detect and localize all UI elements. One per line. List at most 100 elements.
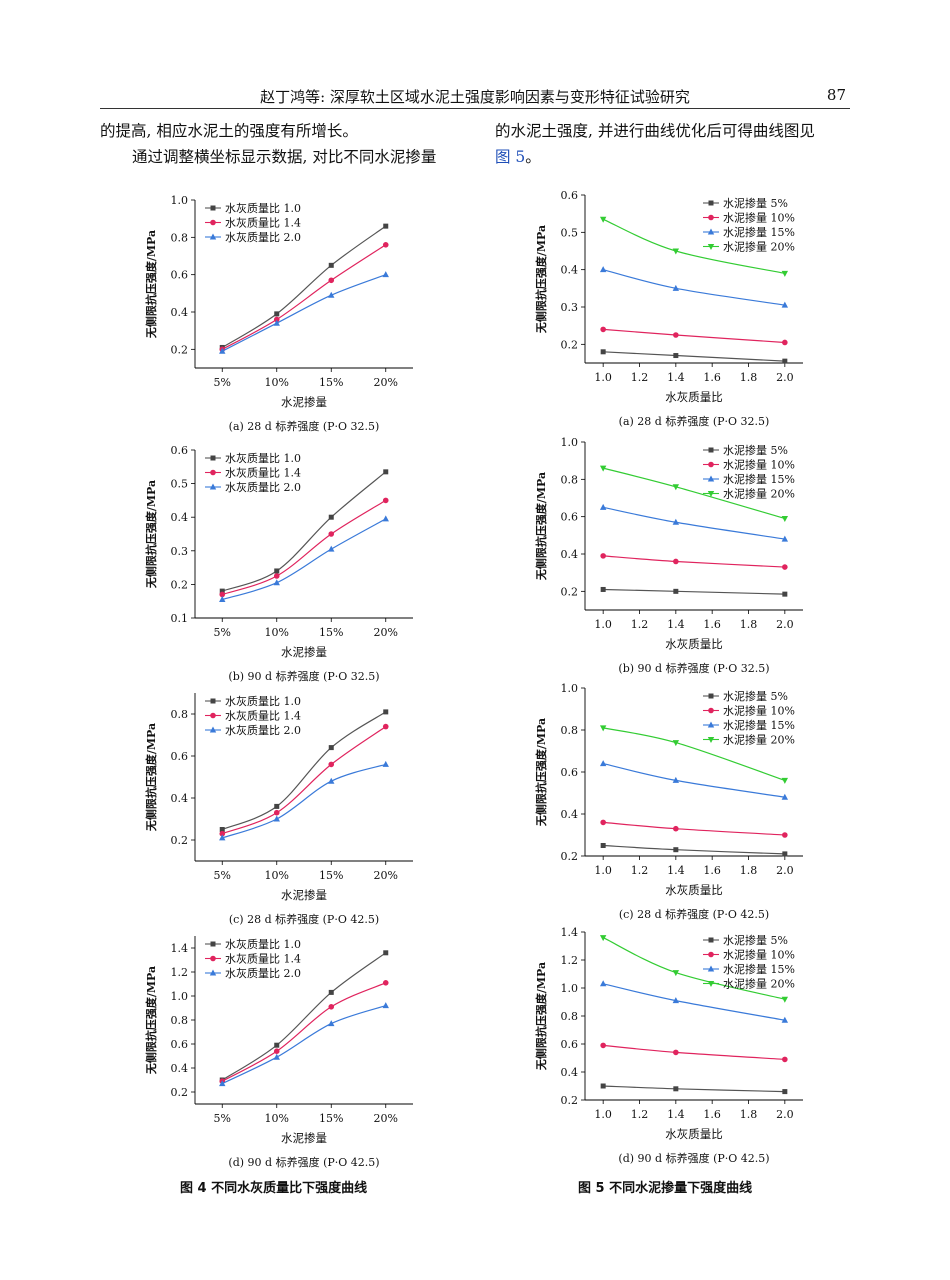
series-line (221, 982, 386, 1082)
x-tick-label: 1.8 (740, 864, 758, 877)
x-tick-label: 5% (214, 376, 231, 389)
x-tick-label: 1.0 (594, 618, 612, 631)
data-point (673, 353, 679, 359)
data-point (781, 777, 789, 784)
series-1 (600, 349, 788, 364)
chart-5d: 0.2 0.4 0.6 0.8 1.0 1.2 1.4 1.0 1.2 1.4 1.6 1.8 2.0 水… (534, 926, 803, 1165)
data-point (781, 1016, 789, 1023)
series-2 (600, 1042, 788, 1063)
y-tick-label: 0.6 (171, 750, 189, 763)
header-title: 赵丁鸿等: 深厚软土区域水泥土强度影响因素与变形特征试验研究 (260, 88, 690, 106)
legend-label: 水泥掺量 10% (723, 704, 795, 718)
data-point (600, 819, 606, 826)
chart-4d: 0.2 0.4 0.6 0.8 1.0 1.2 1.4 5% 10% 15% 20% 水泥掺量 无侧限抗… (144, 936, 413, 1169)
y-axis-label: 无侧限抗压强度/MPa (534, 962, 548, 1071)
legend-marker (209, 483, 217, 490)
y-tick-label: 1.4 (561, 926, 579, 939)
data-point (274, 568, 280, 574)
legend-label: 水灰质量比 2.0 (225, 480, 301, 494)
series-line (603, 269, 785, 306)
data-point (219, 347, 226, 354)
data-point (273, 573, 280, 579)
x-tick-label: 1.8 (740, 1108, 758, 1121)
data-point (382, 980, 389, 986)
legend-label: 水灰质量比 1.4 (225, 709, 301, 723)
data-point (672, 970, 680, 977)
subfigure-title: (c) 28 d 标养强度 (P·O 42.5) (619, 907, 769, 921)
chart-5b: 0.2 0.4 0.6 0.8 1.0 1.0 1.2 1.4 1.6 1.8 2.0 水灰质量比 无侧… (534, 436, 803, 675)
series-line (222, 499, 387, 596)
legend-marker (708, 200, 714, 206)
subfigure-title: (a) 28 d 标养强度 (P·O 32.5) (619, 414, 770, 428)
running-header: 赵丁鸿等: 深厚软土区域水泥土强度影响因素与变形特征试验研究 87 (100, 86, 850, 109)
chart-4c: 0.2 0.4 0.6 0.8 5% 10% 15% 20% 水泥掺量 无侧限抗压强度/MPa (c… (144, 693, 413, 926)
data-point (782, 832, 788, 838)
figure-reference-link[interactable]: 图 5 (495, 148, 526, 166)
data-point (782, 851, 788, 857)
y-axis-label: 无侧限抗压强度/MPa (534, 718, 548, 827)
y-tick-label: 0.4 (171, 1062, 189, 1075)
series-line (222, 711, 387, 831)
data-point (599, 465, 607, 472)
data-point (599, 935, 607, 942)
y-tick-label: 0.6 (561, 766, 579, 779)
subfigure-title: (c) 28 d 标养强度 (P·O 42.5) (229, 912, 379, 926)
legend-marker (708, 951, 714, 958)
series-3 (219, 515, 389, 603)
series-line (603, 555, 785, 568)
series-line (603, 1085, 785, 1093)
chart-4a: 0.2 0.4 0.6 0.8 1.0 5% 10% 15% 20% 水泥掺量 无侧限抗压强度/MP… (144, 194, 413, 433)
figure5-panel-d: 0.2 0.4 0.6 0.8 1.0 1.2 1.4 1.0 1.2 1.4 1.6 1.8 2.0 水… (530, 922, 830, 1172)
data-point (382, 242, 389, 248)
y-axis-label: 无侧限抗压强度/MPa (534, 472, 548, 581)
data-point (599, 980, 607, 987)
x-tick-label: 5% (214, 869, 231, 882)
legend-marker (708, 461, 714, 468)
y-tick-label: 0.4 (561, 808, 579, 821)
series-1 (219, 709, 389, 832)
x-tick-label: 1.2 (631, 371, 649, 384)
data-point (382, 1002, 389, 1009)
legend-marker (209, 726, 217, 733)
y-tick-label: 1.0 (561, 682, 579, 695)
legend-label: 水灰质量比 2.0 (225, 723, 301, 737)
data-point (328, 277, 335, 284)
y-tick-label: 0.2 (171, 578, 189, 591)
data-point (672, 997, 680, 1004)
data-point (382, 497, 389, 504)
figure5-panel-b: 0.2 0.4 0.6 0.8 1.0 1.0 1.2 1.4 1.6 1.8 2.0 水灰质量比 无侧… (530, 432, 830, 682)
data-point (673, 847, 679, 853)
data-point (782, 1056, 788, 1063)
series-line (221, 244, 387, 350)
x-tick-label: 10% (265, 376, 289, 389)
y-tick-label: 0.2 (171, 834, 189, 847)
chart-5a: 0.2 0.3 0.4 0.5 0.6 1.0 1.2 1.4 1.6 1.8 2.0 水灰质量比 无侧… (534, 189, 803, 428)
data-point (273, 815, 280, 822)
y-axis-label: 无侧限抗压强度/MPa (144, 966, 158, 1075)
data-point (273, 1048, 280, 1054)
series-4 (599, 465, 789, 523)
y-tick-label: 0.8 (561, 724, 579, 737)
y-tick-label: 0.4 (561, 264, 579, 277)
data-point (328, 531, 335, 537)
y-tick-label: 0.8 (171, 231, 189, 244)
y-tick-label: 0.5 (561, 226, 579, 239)
y-tick-label: 0.1 (171, 612, 189, 625)
legend-marker (707, 228, 715, 235)
legend-label: 水泥掺量 10% (723, 948, 795, 962)
legend-label: 水泥掺量 5% (723, 443, 788, 457)
data-point (328, 1004, 335, 1010)
y-tick-label: 0.6 (171, 444, 189, 457)
data-point (672, 248, 680, 255)
data-point (382, 515, 389, 522)
data-point (219, 827, 225, 832)
series-2 (219, 980, 389, 1084)
data-point (672, 284, 680, 291)
data-point (219, 1080, 226, 1087)
x-tick-label: 15% (319, 626, 343, 639)
series-line (603, 763, 785, 798)
legend-label: 水灰质量比 2.0 (225, 966, 301, 980)
data-point (383, 223, 389, 229)
series-line (222, 471, 387, 592)
